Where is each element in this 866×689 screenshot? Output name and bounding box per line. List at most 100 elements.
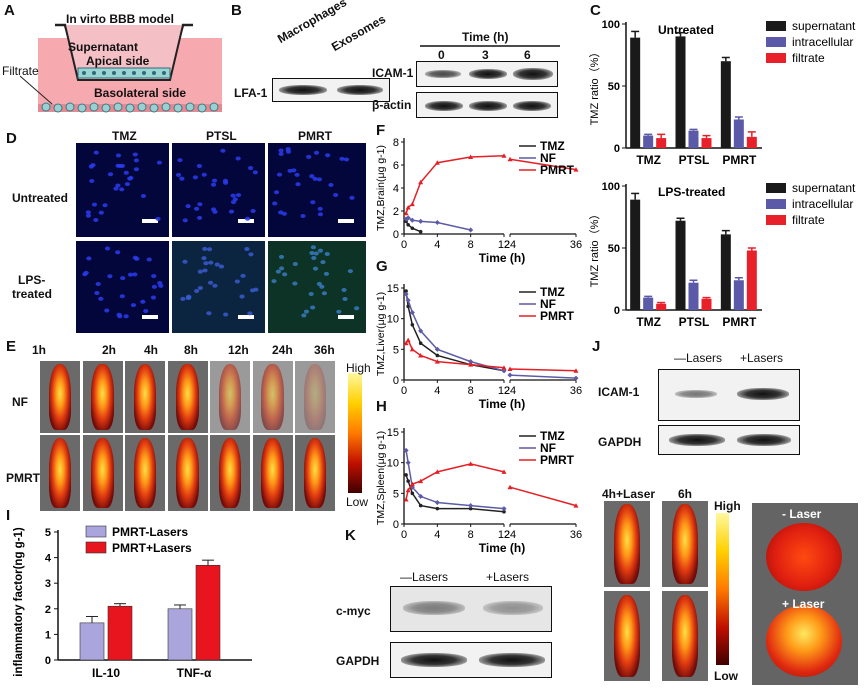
j-mouse-6h-top: [662, 501, 708, 587]
bar-chart-I: 0 1 2 3 4 5 inflammatory factor(ng g-1) IL-10 TN…: [13, 525, 252, 680]
y-axis-title: TMZ ratio（%）: [588, 209, 601, 288]
nucleus: [185, 204, 191, 209]
bar-intracellular: [688, 130, 699, 148]
bar-intracellular: [733, 280, 744, 310]
nucleus: [212, 209, 218, 214]
row-untreated: Untreated: [12, 191, 69, 205]
actin-label: β-actin: [372, 98, 412, 112]
nucleus: [146, 257, 152, 262]
nucleus: [150, 295, 157, 300]
nucleus: [107, 172, 114, 177]
nucleus: [271, 279, 277, 284]
nucleus: [303, 309, 310, 314]
data-point-NF: [434, 219, 440, 226]
panel-label-j: J: [592, 338, 601, 355]
series-line-NF: [509, 374, 577, 379]
legend-label: filtrate: [792, 213, 825, 227]
nucleus: [197, 269, 203, 274]
mouse-pmrt-4: [210, 435, 250, 511]
nucleus: [235, 193, 242, 198]
category-label: PTSL: [679, 153, 710, 167]
nucleus: [272, 201, 278, 206]
bar-filtrate: [701, 298, 712, 310]
nucleus: [182, 259, 188, 264]
nucleus: [132, 152, 138, 157]
y-tick-label: 0: [393, 519, 399, 531]
j-tumor-panel: - Laser + Laser: [752, 503, 858, 685]
j-gapdh-label: GAPDH: [598, 435, 642, 449]
data-point-NF: [573, 375, 579, 381]
nucleus: [278, 266, 285, 271]
nucleus: [308, 291, 314, 296]
panel-label-e: E: [6, 338, 17, 355]
data-point-TMZ: [410, 323, 415, 327]
nucleus: [247, 166, 254, 171]
nucleus: [95, 281, 101, 286]
nucleus: [328, 182, 334, 187]
nucleus: [186, 294, 192, 299]
nucleus: [201, 172, 207, 177]
legend-label: filtrate: [792, 51, 825, 65]
data-point-PMRT: [403, 210, 409, 216]
y-tick-label: 50: [608, 81, 620, 93]
nucleus: [310, 245, 317, 250]
nucleus: [278, 254, 285, 259]
nucleus: [98, 296, 104, 301]
nucleus: [117, 314, 123, 319]
e-colorbar: [348, 373, 362, 493]
legend-label: PMRT: [540, 309, 575, 323]
bbb-model-diagram: [19, 23, 222, 113]
mouse-nf-1: [82, 361, 123, 433]
nucleus: [323, 271, 330, 276]
panel-k: —Lasers +Lasers c-myc GAPDH: [330, 560, 590, 689]
j-gapdh-blot: [658, 425, 800, 455]
y-tick-label: 50: [608, 243, 620, 255]
y-tick-label: 0: [614, 143, 620, 155]
nucleus: [281, 211, 287, 216]
nucleus: [130, 303, 137, 308]
nucleus: [128, 175, 134, 180]
mouse-pmrt-0: [40, 435, 80, 511]
x-tick-label: 0: [401, 239, 407, 251]
nucleus: [89, 178, 95, 183]
e-time-36h: 36h: [314, 343, 335, 357]
data-point-PMRT: [405, 337, 411, 343]
nucleus: [214, 262, 220, 267]
data-point-PMRT: [403, 496, 409, 502]
legend-swatch: [766, 215, 786, 225]
nucleus: [123, 314, 129, 319]
bar-filtrate: [701, 138, 712, 148]
nucleus: [202, 246, 208, 251]
category-label: TMZ: [636, 153, 661, 167]
nucleus: [140, 299, 146, 304]
e-time-1h: 1h: [32, 343, 47, 357]
x-tick-label: 4: [434, 529, 440, 541]
nucleus: [309, 174, 315, 179]
x-tick-label: 0: [401, 529, 407, 541]
fluor-pmrt-lps: [268, 241, 366, 333]
legend-swatch: [766, 37, 786, 47]
nucleus: [212, 283, 218, 288]
nucleus: [143, 309, 149, 314]
nucleus: [211, 178, 218, 183]
panel-label-b: B: [231, 2, 242, 19]
nucleus: [124, 182, 130, 187]
bar-intracellular: [688, 282, 699, 310]
nucleus: [117, 163, 123, 168]
tumor-plus-laser: [766, 605, 842, 677]
nucleus: [341, 287, 347, 292]
nucleus: [93, 150, 99, 155]
y-axis-title: TMZ ratio（%）: [588, 47, 601, 126]
mouse-pmrt-5: [252, 435, 293, 511]
j-colorbar: [716, 513, 729, 665]
legend-label: supernatant: [792, 181, 856, 195]
e-scale-high: High: [346, 361, 371, 375]
nucleus: [313, 150, 320, 155]
e-time-8h: 8h: [184, 343, 199, 357]
category-label: PMRT: [722, 153, 757, 167]
mouse-nf-2: [125, 361, 165, 433]
nucleus: [275, 269, 281, 274]
y-tick-label: 5: [393, 488, 399, 500]
